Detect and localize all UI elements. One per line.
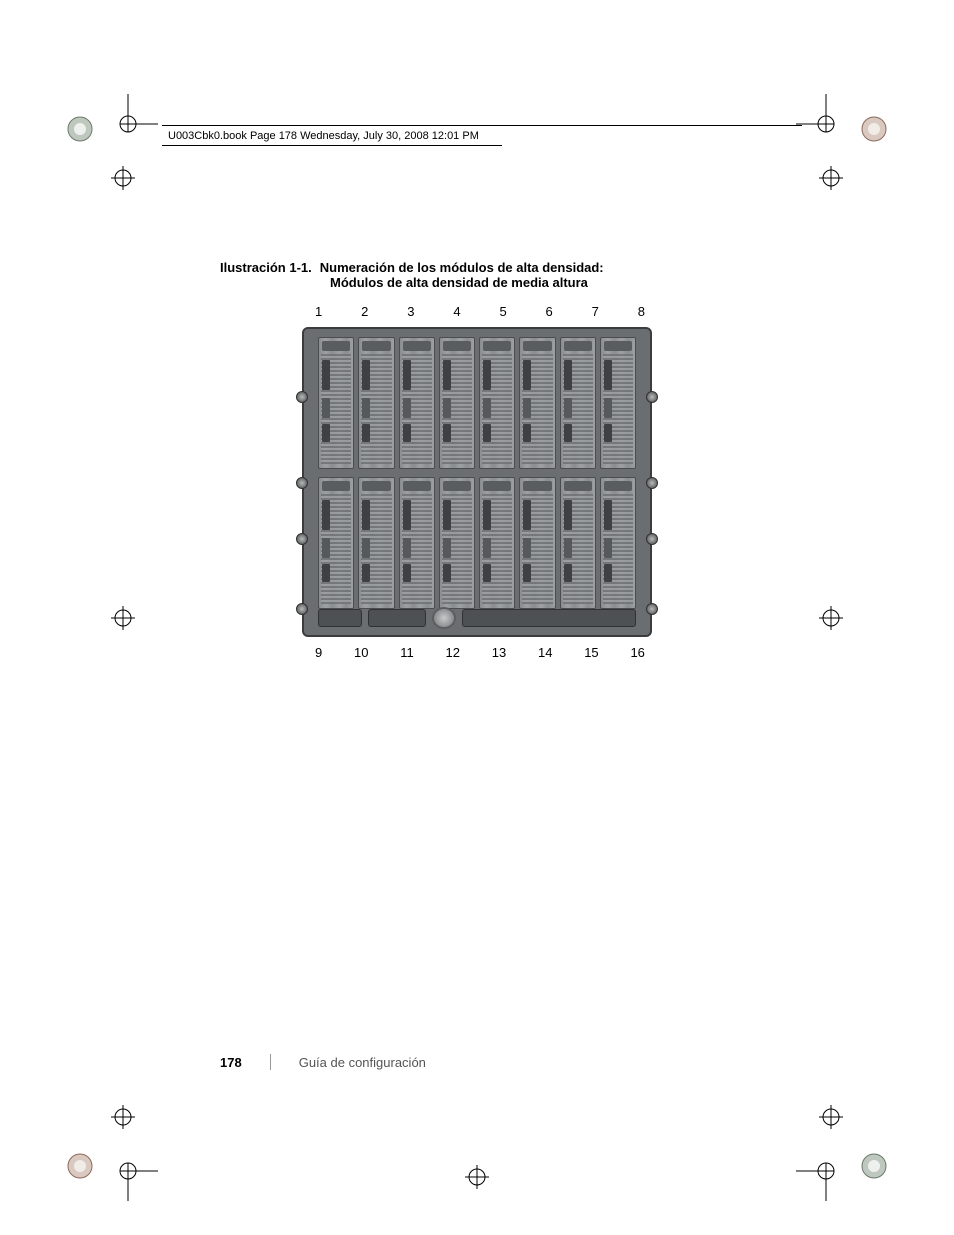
footer-separator [270, 1054, 271, 1070]
slot-num: 9 [315, 645, 322, 660]
blade-row-bottom [318, 477, 636, 609]
crop-mark-br2 [811, 1097, 851, 1137]
slot-num: 15 [584, 645, 598, 660]
bottom-number-row: 9 10 11 12 13 14 15 16 [315, 645, 645, 660]
screw-icon [646, 533, 658, 545]
slot-num: 6 [546, 304, 553, 319]
slot-num: 4 [453, 304, 460, 319]
figure-label: Ilustración 1-1. [220, 260, 312, 275]
io-panel [368, 609, 426, 627]
top-number-row: 1 2 3 4 5 6 7 8 [315, 304, 645, 319]
slot-num: 11 [400, 645, 414, 660]
header-text: U003Cbk0.book Page 178 Wednesday, July 3… [168, 130, 479, 142]
blade-module [318, 477, 354, 609]
crop-mark-ml [103, 598, 143, 638]
io-panel [318, 609, 362, 627]
screw-icon [296, 533, 308, 545]
slot-num: 13 [492, 645, 506, 660]
screw-icon [296, 391, 308, 403]
blade-module [439, 477, 475, 609]
crop-mark-bl2 [103, 1097, 143, 1137]
chassis-diagram [302, 327, 652, 637]
header-rule-top [162, 125, 802, 126]
figure-subtitle: Módulos de alta densidad de media altura [330, 275, 740, 290]
reg-mark-br [860, 1152, 888, 1180]
slot-num: 12 [446, 645, 460, 660]
blade-module [358, 337, 394, 469]
crop-mark-mr [811, 598, 851, 638]
blade-module [439, 337, 475, 469]
content-area: Ilustración 1-1. Numeración de los módul… [220, 260, 740, 660]
slot-num: 10 [354, 645, 368, 660]
blade-module [560, 477, 596, 609]
header-rule-bottom [162, 145, 502, 146]
crop-mark-mb [457, 1157, 497, 1197]
blade-module [479, 477, 515, 609]
footer-doc-title: Guía de configuración [299, 1055, 426, 1070]
reg-mark-bl [66, 1152, 94, 1180]
blade-module [399, 477, 435, 609]
crop-mark-bl [98, 1141, 158, 1201]
reg-mark-tr [860, 115, 888, 143]
io-panel [462, 609, 636, 627]
slot-num: 3 [407, 304, 414, 319]
slot-num: 8 [638, 304, 645, 319]
screw-icon [646, 391, 658, 403]
optical-drive-icon [432, 607, 456, 629]
crop-mark-tl [98, 94, 158, 154]
slot-num: 16 [630, 645, 644, 660]
blade-module [600, 477, 636, 609]
crop-mark-tr2 [811, 158, 851, 198]
chassis-bottom-panel [318, 607, 636, 629]
screw-icon [646, 477, 658, 489]
blade-module [318, 337, 354, 469]
figure-title-text: Numeración de los módulos de alta densid… [320, 260, 604, 275]
blade-module [600, 337, 636, 469]
screw-icon [296, 477, 308, 489]
blade-module [519, 477, 555, 609]
page-number: 178 [220, 1055, 242, 1070]
blade-module [399, 337, 435, 469]
blade-row-top [318, 337, 636, 469]
blade-module [560, 337, 596, 469]
screw-icon [646, 603, 658, 615]
slot-num: 14 [538, 645, 552, 660]
slot-num: 5 [499, 304, 506, 319]
reg-mark-tl [66, 115, 94, 143]
blade-module [479, 337, 515, 469]
crop-mark-tr [796, 94, 856, 154]
page-footer: 178 Guía de configuración [220, 1054, 426, 1070]
figure-title: Ilustración 1-1. Numeración de los módul… [220, 260, 740, 275]
blade-module [519, 337, 555, 469]
blade-module [358, 477, 394, 609]
slot-num: 2 [361, 304, 368, 319]
slot-num: 1 [315, 304, 322, 319]
slot-num: 7 [592, 304, 599, 319]
crop-mark-br [796, 1141, 856, 1201]
screw-icon [296, 603, 308, 615]
crop-mark-tl2 [103, 158, 143, 198]
